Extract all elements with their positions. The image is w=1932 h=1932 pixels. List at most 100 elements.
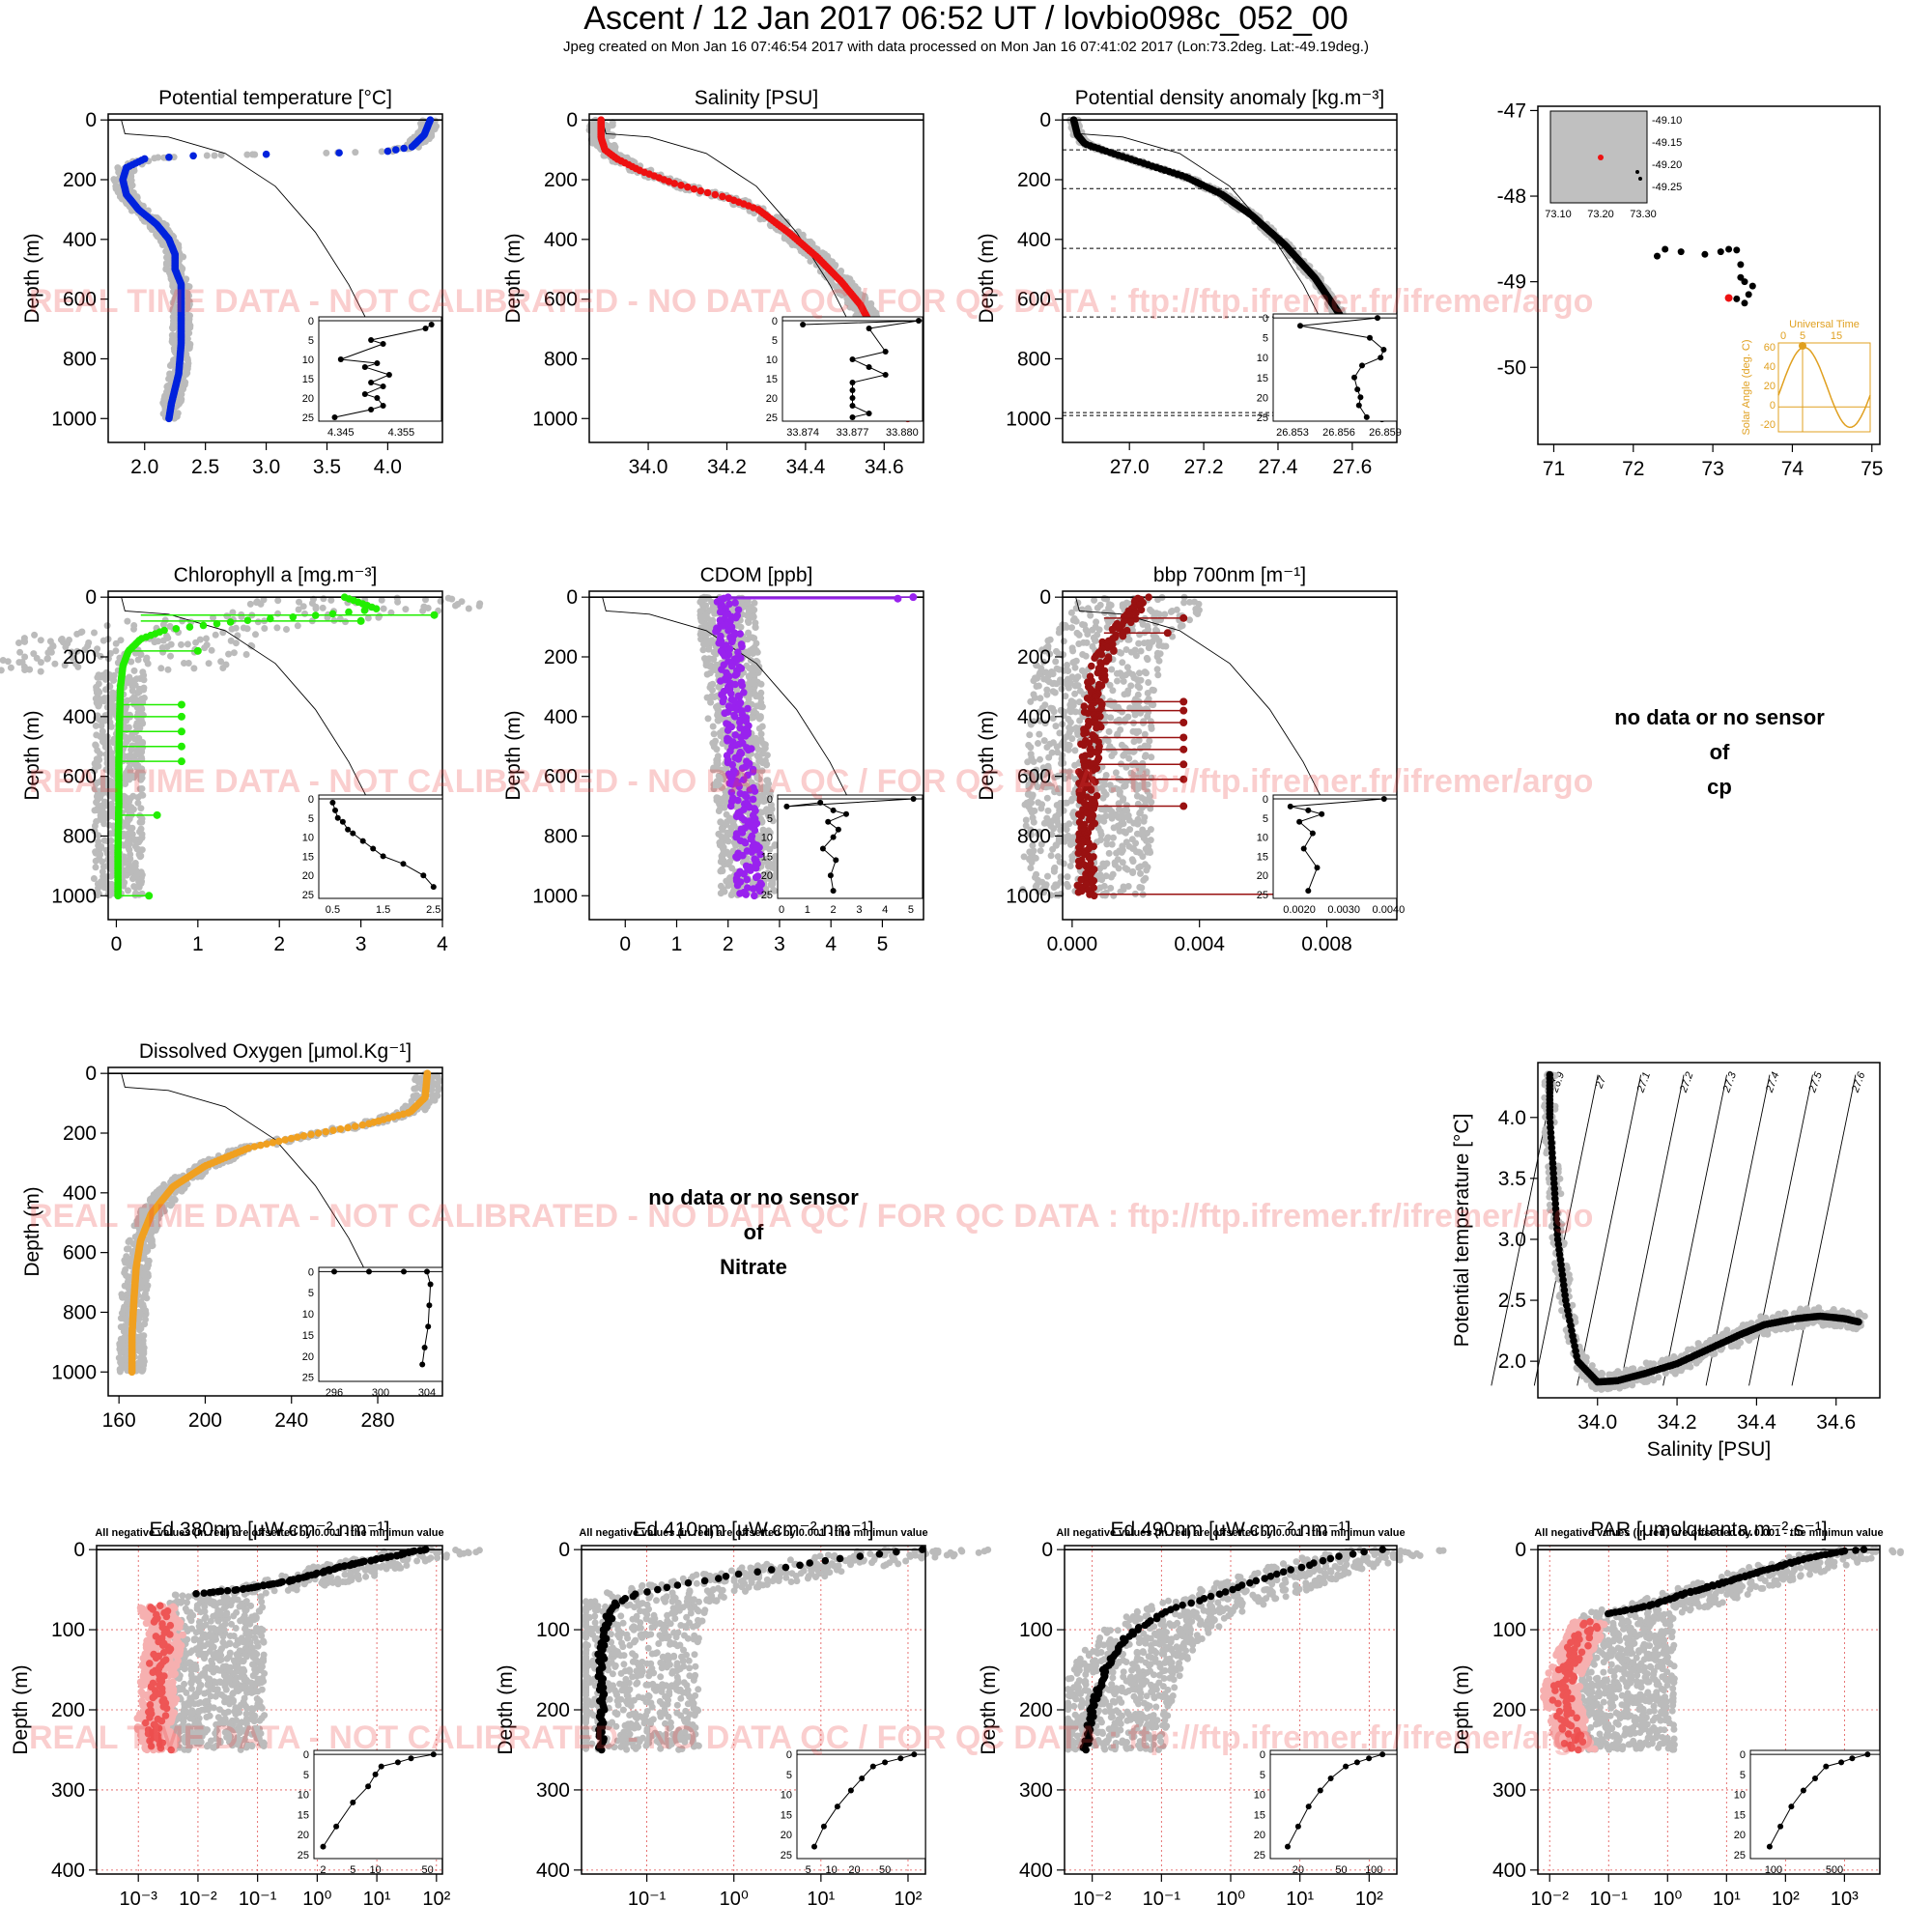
history-point: [138, 831, 146, 838]
history-point: [274, 597, 282, 605]
history-point: [714, 717, 722, 724]
history-point: [15, 639, 22, 646]
history-point: [753, 639, 760, 647]
inset-data-point: [1354, 386, 1361, 393]
history-point: [114, 165, 122, 173]
y-tick-label: 0: [1039, 109, 1051, 131]
history-point: [130, 167, 138, 175]
history-point: [124, 814, 131, 822]
profile-point: [726, 802, 735, 810]
y-tick-label: 400: [544, 229, 578, 251]
x-tick-label: 34.2: [707, 456, 747, 478]
x-tick-label: 1: [192, 933, 204, 955]
history-point: [465, 605, 472, 612]
profile-point: [185, 623, 194, 631]
inset-data-point: [1380, 347, 1387, 353]
history-point: [77, 629, 85, 637]
inset-data-point: [374, 360, 381, 366]
history-point: [163, 643, 171, 651]
inset-data-point: [1357, 394, 1364, 401]
history-point: [225, 650, 233, 658]
inset-data-point: [329, 799, 336, 806]
inset-y-tick-label: 10: [1257, 353, 1268, 364]
inset-x-tick-label: 33.874: [786, 427, 819, 439]
inset-data-point: [337, 356, 344, 362]
inset-y-tick-label: 15: [1257, 373, 1268, 384]
history-point: [720, 795, 727, 803]
history-point: [134, 799, 142, 807]
spike-point: [145, 892, 154, 900]
history-point: [782, 218, 790, 226]
history-point: [417, 122, 425, 129]
history-point: [21, 638, 29, 645]
history-point: [132, 723, 140, 729]
history-point: [109, 689, 116, 696]
profile-point: [165, 414, 173, 423]
inset-data-point: [400, 861, 407, 867]
profile-point: [408, 143, 416, 151]
history-point: [100, 781, 108, 789]
inset-data-point: [422, 326, 429, 331]
inset-data-point: [1297, 323, 1303, 329]
profile-point: [400, 144, 409, 153]
history-point: [143, 656, 150, 664]
history-point: [185, 325, 191, 332]
inset-data-point: [361, 364, 368, 370]
inset-data-point: [359, 838, 366, 844]
inset-x-tick-label: 4.355: [388, 427, 415, 439]
history-point: [57, 636, 65, 643]
y-tick-label: 200: [1017, 169, 1051, 191]
history-point: [751, 599, 758, 607]
spike-point: [356, 616, 365, 625]
history-point: [181, 660, 187, 667]
history-point: [274, 610, 282, 617]
history-point: [94, 673, 101, 681]
y-tick-label: 400: [1017, 229, 1051, 251]
history-point: [708, 693, 716, 700]
history-point: [273, 624, 281, 632]
profile-point: [717, 677, 724, 685]
history-point: [749, 668, 756, 676]
history-point: [203, 152, 211, 159]
x-tick-label: 27.2: [1184, 456, 1224, 478]
history-point: [716, 838, 724, 846]
spike-point: [153, 810, 161, 819]
history-point: [228, 625, 236, 633]
spike-point: [177, 700, 185, 709]
inset-y-tick-label: 5: [772, 335, 778, 347]
history-point: [296, 598, 302, 606]
inset-x-tick-label: 26.856: [1322, 427, 1355, 439]
chart-title: Potential density anomaly [kg.m⁻³]: [1075, 87, 1384, 109]
y-tick-label: 600: [544, 289, 578, 311]
history-point: [168, 338, 176, 345]
inset-x-tick-label: 26.853: [1276, 427, 1309, 439]
history-point: [184, 640, 191, 648]
history-point: [718, 766, 725, 774]
history-point: [756, 714, 764, 722]
inset-data-point: [334, 814, 341, 821]
history-point: [393, 594, 401, 602]
history-point: [186, 340, 194, 348]
history-point: [246, 600, 254, 608]
history-point: [140, 686, 148, 694]
history-point: [720, 849, 727, 857]
y-tick-label: 1000: [51, 885, 97, 907]
inset-data-point: [849, 387, 856, 393]
inset-y-tick-label: 15: [302, 851, 314, 863]
profile-point: [262, 150, 270, 158]
profile-point: [335, 149, 343, 156]
y-tick-label: 1000: [51, 408, 97, 430]
y-tick-label: 0: [85, 586, 97, 609]
history-point: [713, 794, 721, 802]
history-point: [95, 680, 102, 688]
history-point: [707, 639, 715, 646]
inset-data-point: [361, 391, 368, 397]
history-point: [724, 838, 732, 845]
history-point: [212, 631, 219, 639]
history-point: [140, 676, 148, 684]
history-point: [710, 785, 718, 793]
inset-data-point: [370, 845, 377, 852]
history-point: [161, 616, 169, 624]
profile-point: [392, 146, 400, 154]
chart-title: Potential temperature [°C]: [158, 87, 392, 109]
